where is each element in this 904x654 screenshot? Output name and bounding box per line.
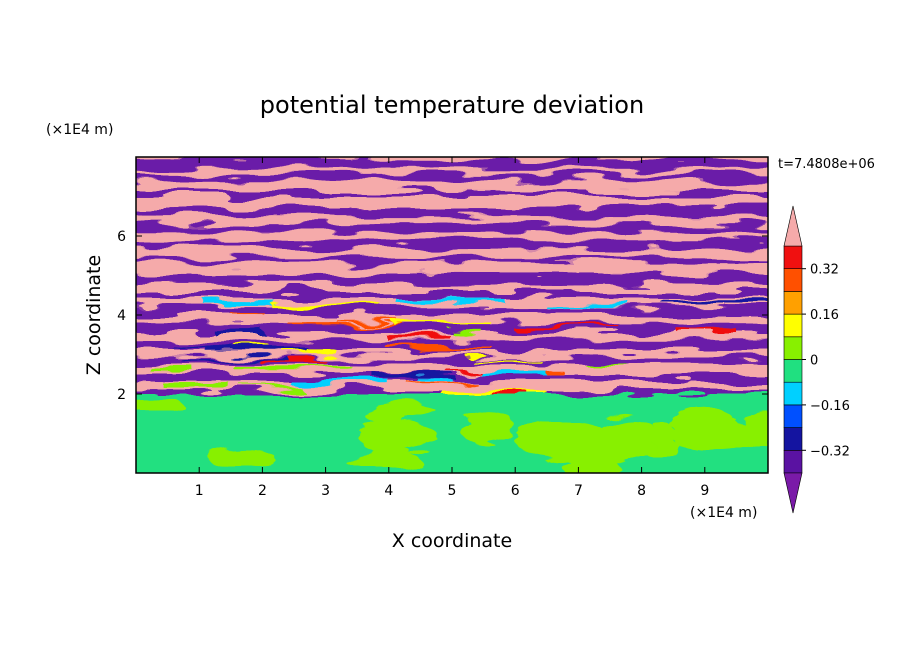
colorbar-label: 0 — [810, 354, 818, 369]
streak — [395, 298, 505, 302]
streak — [289, 379, 389, 385]
y-tick-label: 4 — [117, 308, 126, 324]
band — [136, 180, 768, 191]
band — [136, 216, 768, 225]
y-tick-label: 6 — [117, 229, 126, 245]
streak — [385, 345, 492, 349]
y-tick-label: 2 — [117, 387, 126, 403]
streak — [336, 318, 398, 321]
streak — [543, 303, 632, 307]
colorbar: 0.32 0.16 0 −0.16 −0.32 — [783, 205, 850, 514]
colorbar-bin — [783, 313, 803, 338]
x-axis-title: X coordinate — [392, 530, 512, 552]
lower-patch — [136, 398, 183, 412]
band — [136, 315, 768, 324]
colorbar-label: −0.32 — [810, 444, 850, 459]
colorbar-bin — [783, 336, 803, 360]
colorbar-bin — [783, 268, 803, 292]
x-tick-label: 9 — [700, 483, 709, 499]
streak — [241, 385, 300, 388]
x-tick-label: 6 — [511, 483, 520, 499]
band — [136, 333, 768, 341]
x-tick-label: 7 — [574, 483, 583, 499]
streak — [258, 358, 324, 363]
lower-patch — [556, 436, 651, 466]
y-unit-label: (×1E4 m) — [46, 122, 113, 138]
time-label: t=7.4808e+06 — [778, 157, 875, 172]
streak — [451, 331, 484, 335]
x-tick-label: 4 — [384, 483, 393, 499]
streak — [232, 365, 352, 369]
streak — [392, 320, 490, 324]
x-tick-label: 1 — [195, 483, 204, 499]
streak — [511, 325, 620, 329]
x-tick-label: 2 — [258, 483, 267, 499]
band — [136, 247, 768, 258]
streak — [287, 322, 404, 325]
streak — [663, 300, 768, 305]
streak — [585, 363, 628, 367]
field-layers — [136, 157, 768, 473]
band — [136, 262, 768, 274]
band — [136, 168, 768, 175]
lower-patch — [664, 419, 764, 450]
streak — [416, 378, 452, 382]
colorbar-bin — [783, 381, 803, 406]
colorbar-bin — [783, 404, 803, 428]
contour-field — [136, 157, 768, 473]
streak — [679, 330, 739, 335]
x-tick-label: 3 — [321, 483, 330, 499]
x-tick-label: 5 — [448, 483, 457, 499]
streak — [490, 391, 529, 396]
y-axis-title: Z coordinate — [83, 255, 105, 375]
streak — [149, 366, 194, 372]
colorbar-bin — [783, 245, 803, 270]
streak — [163, 383, 231, 388]
streak — [374, 374, 454, 379]
x-tick-label: 8 — [637, 483, 646, 499]
lower-patch — [209, 448, 277, 470]
lower-patch — [741, 410, 768, 442]
streak — [447, 369, 507, 373]
lower-patch — [343, 450, 420, 470]
colorbar-label: −0.16 — [810, 399, 850, 414]
streak — [231, 313, 266, 316]
chart-title: potential temperature deviation — [260, 91, 644, 119]
colorbar-label: 0.16 — [810, 308, 839, 323]
streak — [407, 381, 476, 384]
streak — [179, 357, 290, 361]
streak — [478, 369, 546, 374]
streak — [271, 304, 382, 308]
band — [136, 196, 768, 208]
colorbar-bin — [783, 427, 803, 451]
band — [136, 297, 768, 308]
streak — [469, 357, 539, 361]
lower-patch — [458, 410, 516, 444]
band — [136, 363, 768, 374]
band — [136, 381, 768, 391]
colorbar-bin — [783, 449, 803, 474]
band — [136, 350, 768, 357]
lower-patch — [364, 402, 435, 417]
band — [136, 284, 768, 291]
band — [136, 232, 768, 241]
streak — [207, 347, 309, 353]
colorbar-extend-min — [783, 472, 803, 514]
streak — [286, 350, 338, 355]
lower-patch — [359, 420, 439, 455]
streak — [386, 335, 450, 339]
streak — [213, 330, 264, 334]
colorbar-label: 0.32 — [810, 263, 839, 278]
x-unit-label: (×1E4 m) — [690, 505, 757, 521]
colorbar-bin — [783, 359, 803, 383]
x-axis-ticks: 1 2 3 4 5 6 7 8 9 — [195, 157, 709, 499]
colorbar-extend-max — [783, 205, 803, 247]
y-axis-ticks: 2 4 6 — [117, 229, 768, 403]
streak — [172, 345, 235, 349]
colorbar-bin — [783, 291, 803, 315]
streak — [204, 300, 275, 305]
